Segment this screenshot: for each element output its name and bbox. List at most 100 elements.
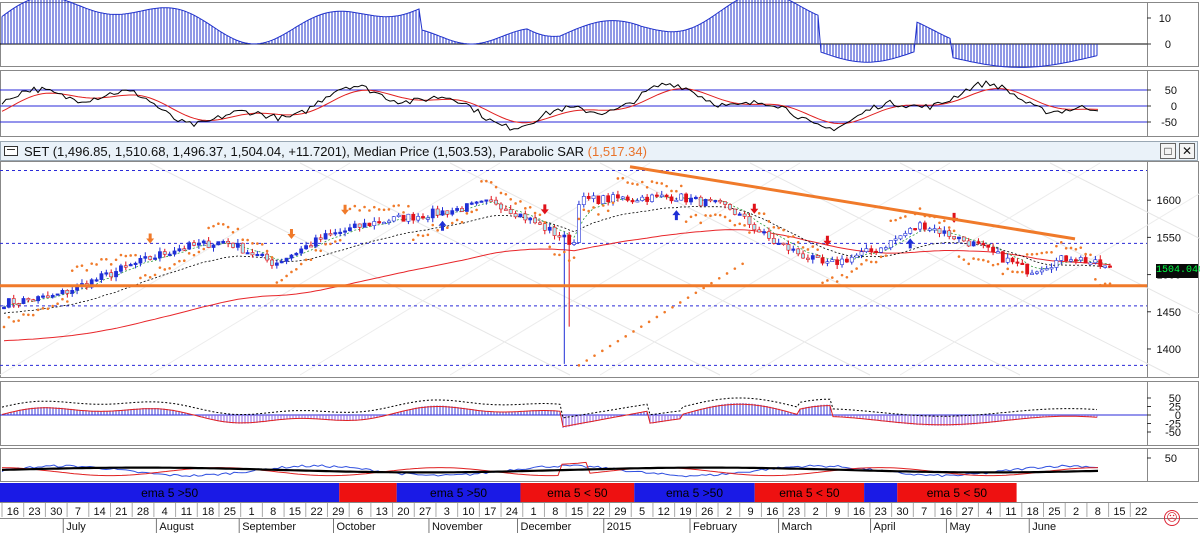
price-axis-label: 1400 xyxy=(1157,344,1181,356)
candle-body xyxy=(6,298,11,308)
candle-body xyxy=(976,241,981,244)
candle-body xyxy=(664,194,669,198)
day-tick-label: 18 xyxy=(1027,506,1039,518)
sar-dot xyxy=(270,256,274,259)
sad-face-icon[interactable]: ☹ xyxy=(1164,510,1180,526)
day-tick-label: 27 xyxy=(961,506,973,518)
sar-dot xyxy=(709,214,712,218)
candle-body xyxy=(474,201,479,204)
restore-icon[interactable]: □ xyxy=(1160,143,1176,159)
dmi-minus-line xyxy=(1,461,1099,477)
day-tick-label: 17 xyxy=(484,506,496,518)
candle-body xyxy=(781,242,786,245)
sar-dot xyxy=(411,238,415,242)
candle-body xyxy=(718,200,723,203)
candle-body xyxy=(31,299,36,302)
sar-dot xyxy=(1011,270,1014,274)
month-label: October xyxy=(337,521,376,533)
sar-dot xyxy=(1020,270,1024,274)
sell-arrow-icon xyxy=(341,204,350,215)
candle-body xyxy=(776,242,781,245)
candle-body xyxy=(26,298,31,301)
sar-dot xyxy=(593,354,596,357)
sar-dot xyxy=(738,222,742,226)
sar-dot xyxy=(260,243,264,246)
candle-body xyxy=(791,248,796,251)
sar-dot xyxy=(650,180,654,183)
candle-body xyxy=(786,244,791,251)
day-tick-label: 15 xyxy=(289,506,301,518)
sar-dot xyxy=(991,263,995,267)
candle-body xyxy=(119,265,123,272)
candle-body xyxy=(508,209,513,214)
sar-dot xyxy=(686,296,690,299)
close-icon[interactable]: ✕ xyxy=(1179,143,1195,159)
sar-dot xyxy=(616,339,620,343)
sar-dot xyxy=(372,205,376,209)
candle-body xyxy=(533,217,537,224)
sar-dot xyxy=(460,220,464,224)
candle-body xyxy=(542,223,547,231)
macd-panel-frame xyxy=(0,381,1199,446)
sar-dot xyxy=(446,226,449,229)
candle-body xyxy=(1073,259,1078,262)
candle-body xyxy=(996,251,1000,254)
sar-dot xyxy=(777,226,780,230)
candle-body xyxy=(523,213,528,221)
day-tick-label: 10 xyxy=(462,506,474,518)
sar-dot xyxy=(514,202,517,205)
sar-dot xyxy=(402,211,405,214)
sar-value: (1,517.34) xyxy=(587,144,647,159)
candle-body xyxy=(284,257,289,262)
sar-dot xyxy=(704,214,707,217)
day-tick-label: 18 xyxy=(202,506,214,518)
sar-dot xyxy=(725,272,729,275)
sar-dot xyxy=(616,177,620,180)
sar-dot xyxy=(801,246,805,249)
sar-dot xyxy=(27,313,30,317)
candle-body xyxy=(698,196,703,207)
sar-dot xyxy=(865,258,868,262)
candle-body xyxy=(689,197,693,203)
candle-body xyxy=(947,230,952,237)
sar-dot xyxy=(241,238,245,241)
candle-body xyxy=(630,200,635,203)
candle-body xyxy=(123,265,128,268)
candle-body xyxy=(270,259,274,266)
sell-arrow-icon xyxy=(146,233,155,244)
candle-body xyxy=(206,240,211,248)
candle-body xyxy=(411,213,416,221)
candle-body xyxy=(294,252,299,256)
month-label: April xyxy=(874,521,896,533)
day-tick-label: 30 xyxy=(50,506,62,518)
candle-body xyxy=(849,256,854,263)
sar-dot xyxy=(894,218,897,222)
candle-body xyxy=(245,252,250,255)
sar-dot xyxy=(485,179,488,183)
candle-body xyxy=(36,296,41,302)
day-tick-label: 22 xyxy=(310,506,322,518)
sar-dot xyxy=(31,313,35,317)
sar-dot xyxy=(22,313,25,316)
month-label: June xyxy=(1032,521,1056,533)
ema-band-label: ema 5 < 50 xyxy=(547,486,608,500)
sar-dot xyxy=(134,253,137,257)
candle-body xyxy=(99,273,104,280)
candle-body xyxy=(416,216,421,221)
month-label: March xyxy=(782,521,813,533)
candlestick-icon xyxy=(4,146,18,156)
day-tick-label: 2 xyxy=(726,506,732,518)
candle-body xyxy=(1108,265,1112,268)
candle-body xyxy=(528,217,533,221)
candle-body xyxy=(318,237,323,240)
oscillator-axis-label: -50 xyxy=(1161,117,1177,129)
day-tick-label: 4 xyxy=(162,506,168,518)
sar-dot xyxy=(363,205,366,209)
candle-body xyxy=(479,200,484,203)
sar-dot xyxy=(212,224,215,228)
candle-body xyxy=(913,228,918,231)
candle-body xyxy=(94,279,99,282)
candle-body xyxy=(128,264,133,267)
candle-body xyxy=(640,196,645,201)
